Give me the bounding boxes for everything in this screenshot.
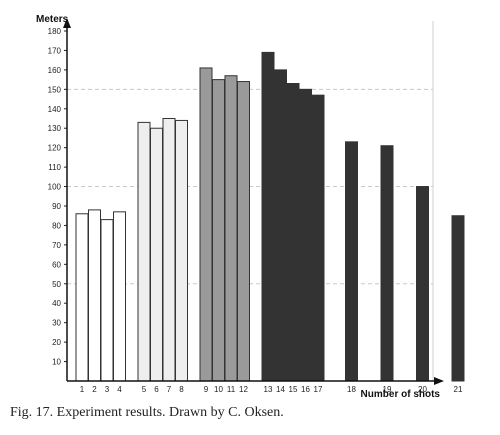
y-tick-label-100: 100 xyxy=(48,183,62,192)
y-tick-label-180: 180 xyxy=(48,27,62,36)
figure-caption: Fig. 17. Experiment results. Drawn by C.… xyxy=(10,405,284,420)
x-tick-label-3: 3 xyxy=(105,385,110,394)
y-tick-label-20: 20 xyxy=(52,338,61,347)
bar-1 xyxy=(75,213,89,382)
bar-5 xyxy=(137,121,151,382)
y-tick-label-30: 30 xyxy=(52,319,61,328)
y-tick-label-80: 80 xyxy=(52,221,61,230)
x-tick-label-20: 20 xyxy=(418,385,427,394)
bar-10 xyxy=(212,79,225,382)
x-tick-label-5: 5 xyxy=(142,385,147,394)
y-tick-label-160: 160 xyxy=(48,66,62,75)
x-tick-label-10: 10 xyxy=(214,385,223,394)
bar-13 xyxy=(261,51,275,382)
bar-2 xyxy=(88,209,101,382)
x-axis-arrow xyxy=(434,377,444,385)
x-tick-label-2: 2 xyxy=(92,385,97,394)
bar-15 xyxy=(286,83,300,382)
bar-18 xyxy=(345,141,358,382)
x-tick-label-1: 1 xyxy=(80,385,85,394)
bar-11 xyxy=(224,75,238,382)
bar-6 xyxy=(150,127,163,382)
x-tick-label-16: 16 xyxy=(301,385,310,394)
y-tick-label-170: 170 xyxy=(48,46,62,55)
y-axis-arrow xyxy=(63,18,71,28)
x-tick-label-18: 18 xyxy=(347,385,356,394)
x-tick-label-9: 9 xyxy=(204,385,209,394)
y-tick-label-130: 130 xyxy=(48,124,62,133)
bar-14 xyxy=(274,69,287,382)
x-tick-label-13: 13 xyxy=(264,385,273,394)
bar-chart: 1020304050607080901001101201301401501601… xyxy=(36,14,465,400)
y-tick-label-90: 90 xyxy=(52,202,61,211)
x-tick-label-14: 14 xyxy=(276,385,285,394)
x-tick-label-19: 19 xyxy=(383,385,392,394)
y-tick-label-110: 110 xyxy=(48,163,61,172)
x-tick-label-7: 7 xyxy=(167,385,172,394)
y-tick-label-140: 140 xyxy=(48,105,62,114)
bar-3 xyxy=(100,219,114,382)
bar-7 xyxy=(162,118,176,382)
y-tick-label-60: 60 xyxy=(52,260,61,269)
y-tick-label-40: 40 xyxy=(52,299,61,308)
y-axis-title: Meters xyxy=(36,14,69,25)
bar-21 xyxy=(451,215,465,382)
bar-16 xyxy=(299,88,312,382)
x-tick-label-11: 11 xyxy=(227,385,236,394)
y-tick-label-50: 50 xyxy=(52,280,61,289)
bar-17 xyxy=(311,94,325,382)
x-tick-label-12: 12 xyxy=(239,385,248,394)
bar-9 xyxy=(199,67,213,382)
bar-12 xyxy=(237,81,250,382)
x-tick-label-6: 6 xyxy=(154,385,159,394)
x-tick-label-4: 4 xyxy=(117,385,122,394)
bar-19 xyxy=(380,145,394,382)
x-tick-label-15: 15 xyxy=(289,385,298,394)
x-axis-title: Number of shots xyxy=(361,389,441,400)
y-tick-label-70: 70 xyxy=(52,241,61,250)
bar-8 xyxy=(175,119,188,382)
y-tick-label-150: 150 xyxy=(48,85,62,94)
bar-20 xyxy=(416,186,429,382)
x-tick-label-17: 17 xyxy=(314,385,323,394)
y-tick-label-10: 10 xyxy=(52,358,61,367)
bar-4 xyxy=(113,211,126,382)
x-tick-label-8: 8 xyxy=(179,385,184,394)
x-tick-label-21: 21 xyxy=(454,385,463,394)
y-tick-label-120: 120 xyxy=(48,144,62,153)
